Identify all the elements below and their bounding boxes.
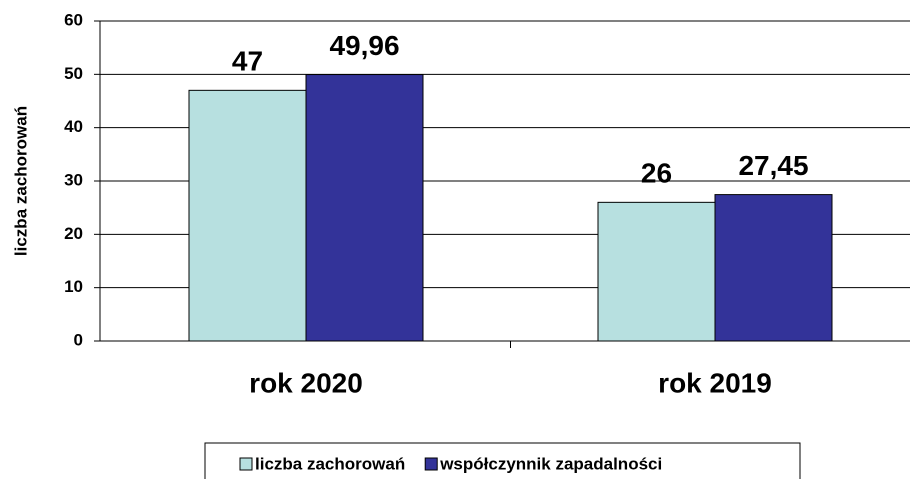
bar (188, 89, 307, 342)
data-label: 49,96 (329, 30, 399, 61)
y-axis-label: liczba zachorowań (11, 106, 30, 256)
legend-swatch (239, 457, 253, 471)
x-tick-label: rok 2020 (249, 367, 363, 398)
data-label: 26 (641, 158, 672, 189)
bar (597, 201, 716, 342)
data-label: 27,45 (738, 150, 808, 181)
legend-box (204, 442, 801, 479)
legend-label: liczba zachorowań (255, 454, 405, 473)
y-tick-label: 20 (64, 224, 83, 243)
legend-swatch (424, 457, 438, 471)
y-tick-label: 50 (64, 64, 83, 83)
y-tick-label: 30 (64, 170, 83, 189)
bar (714, 194, 833, 342)
data-label: 47 (232, 46, 263, 77)
y-tick-label: 0 (74, 330, 83, 349)
x-tick-label: rok 2019 (658, 367, 772, 398)
legend-label: współczynnik zapadalności (439, 454, 662, 473)
y-tick-label: 10 (64, 277, 83, 296)
y-tick-label: 60 (64, 10, 83, 29)
bar (305, 74, 424, 342)
y-tick-label: 40 (64, 117, 83, 136)
